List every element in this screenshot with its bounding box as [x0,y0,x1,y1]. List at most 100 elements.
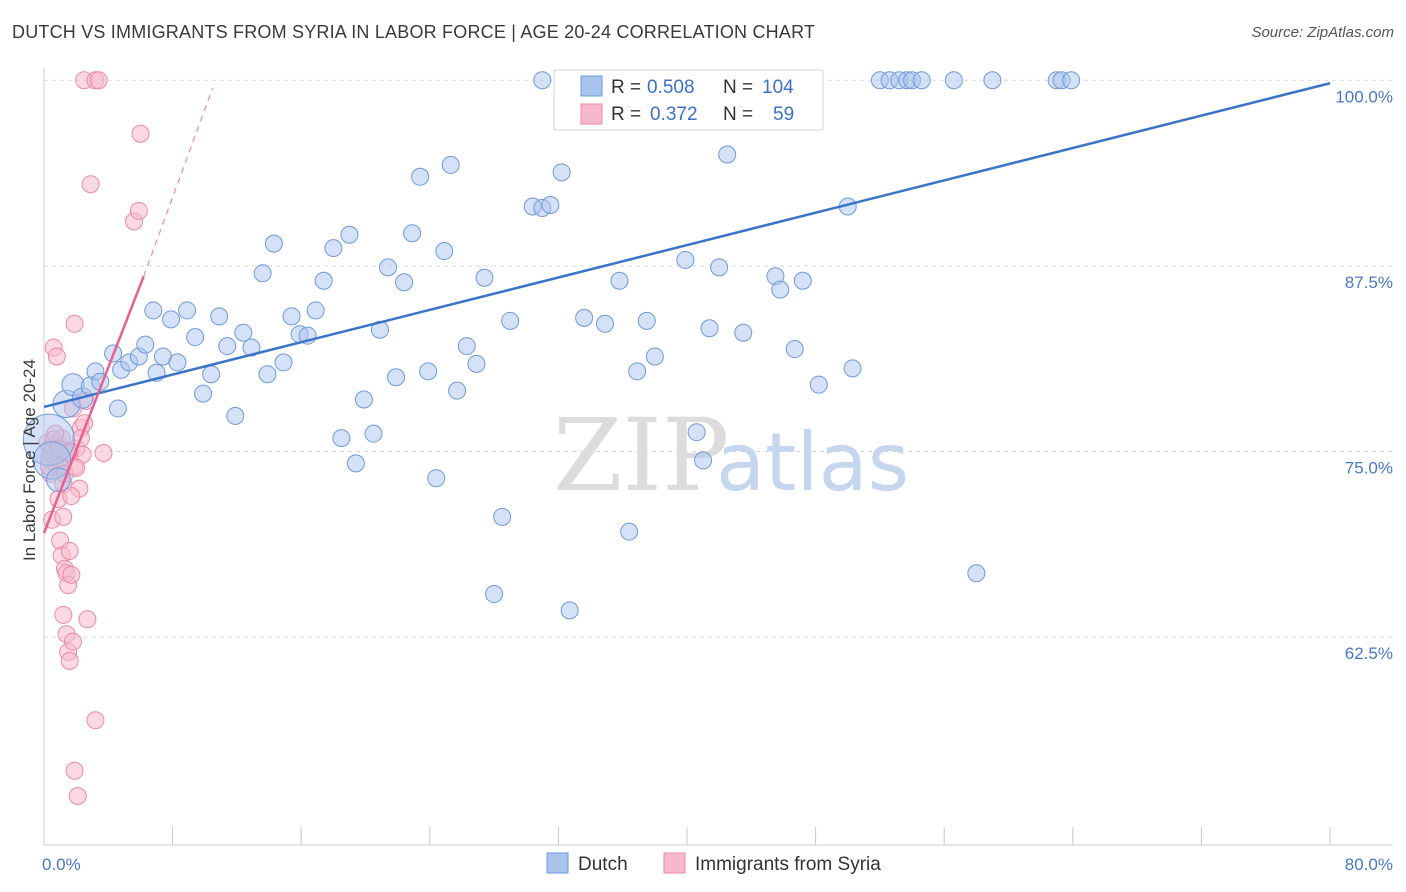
y-tick-label: 87.5% [1345,273,1393,292]
dutch-point [218,337,237,356]
syria-point [65,761,84,780]
x-tick-label-min: 0.0% [42,855,81,874]
dutch-point [944,71,963,90]
dutch-point [314,271,333,290]
dutch-point [912,71,931,90]
dutch-point [843,359,862,378]
legend-n-value-syria: 59 [773,104,794,125]
syria-point [89,71,108,90]
dutch-point [340,225,359,244]
dutch-point [637,311,656,330]
legend-box: R = 0.508 N = 104 R = 0.372 N = 59 [553,69,824,131]
dutch-point [210,307,229,326]
dutch-point [202,365,221,384]
dutch-point [168,353,187,372]
dutch-point [108,399,127,418]
syria-point [60,541,79,560]
dutch-point [387,368,406,387]
legend-r-label-dutch: R = [611,77,641,98]
syria-point [65,314,84,333]
dutch-point [687,423,706,442]
grid-layer [44,79,1393,638]
dutch-point [144,301,163,320]
dutch-point [395,273,414,292]
dutch-point [967,564,986,583]
legend-n-value-dutch: 104 [762,77,794,98]
dutch-point [161,310,180,329]
syria-point [63,632,82,651]
y-tick-label: 62.5% [1345,644,1393,663]
syria-point [54,507,73,526]
dutch-point [793,271,812,290]
dutch-point [264,234,283,253]
syria-trend-extension [143,87,214,277]
dutch-point [226,406,245,425]
dutch-trend-line [43,82,1331,409]
syria-point [60,651,79,670]
watermark-atlas: atlas [716,416,909,509]
dutch-point [676,250,695,269]
dutch-point [186,328,205,347]
trend-layer [42,82,1331,534]
syria-point [81,175,100,194]
bottom-legend-dutch: Dutch [578,854,628,875]
chart-title: DUTCH VS IMMIGRANTS FROM SYRIA IN LABOR … [12,22,816,42]
dutch-point [700,319,719,338]
dutch-point [1062,71,1081,90]
dutch-point [274,353,293,372]
syria-point [94,443,113,462]
dutch-point [785,340,804,359]
dutch-point [178,301,197,320]
y-tick-label: 75.0% [1345,459,1393,478]
dutch-point [596,314,615,333]
dutch-point [718,145,737,164]
syria-point [62,487,81,506]
dutch-point [575,308,594,327]
syria-point [47,347,66,366]
dutch-point [493,507,512,526]
dutch-point [136,335,155,354]
legend-r-value-dutch: 0.508 [647,77,695,98]
dutch-point [324,239,343,258]
dutch-point [441,155,460,174]
syria-point [54,605,73,624]
dutch-point [46,467,71,493]
dutch-point [734,323,753,342]
dutch-point [332,429,351,448]
syria-point [86,711,105,730]
syria-point [131,124,150,143]
dutch-point [694,451,713,470]
dutch-point [419,362,438,381]
y-axis-label: In Labor Force | Age 20-24 [20,359,39,561]
dutch-point [194,384,213,403]
dutch-point [435,242,454,261]
dutch-point [253,264,272,283]
dutch-point [306,301,325,320]
dutch-point [620,522,639,541]
dutch-point [552,163,571,182]
dutch-point [533,71,552,90]
dutch-point [258,365,277,384]
legend-swatch-syria [580,103,603,125]
dutch-point [242,338,261,357]
dutch-point [628,362,647,381]
dutch-points [22,71,1081,620]
dutch-point [448,381,467,400]
dutch-point [379,258,398,277]
bottom-legend: Dutch Immigrants from Syria [546,852,881,875]
dutch-point [282,307,301,326]
dutch-point [427,469,446,488]
legend-r-value-syria: 0.372 [650,104,698,125]
syria-point [78,610,97,629]
dutch-point [411,167,430,186]
syria-point [129,201,148,220]
dutch-point [710,258,729,277]
legend-r-label-syria: R = [611,104,641,125]
syria-trend-line [42,275,145,534]
dutch-point [354,390,373,409]
dutch-point [983,71,1002,90]
dutch-point [541,196,560,215]
dutch-point [234,323,253,342]
dutch-point [346,454,365,473]
